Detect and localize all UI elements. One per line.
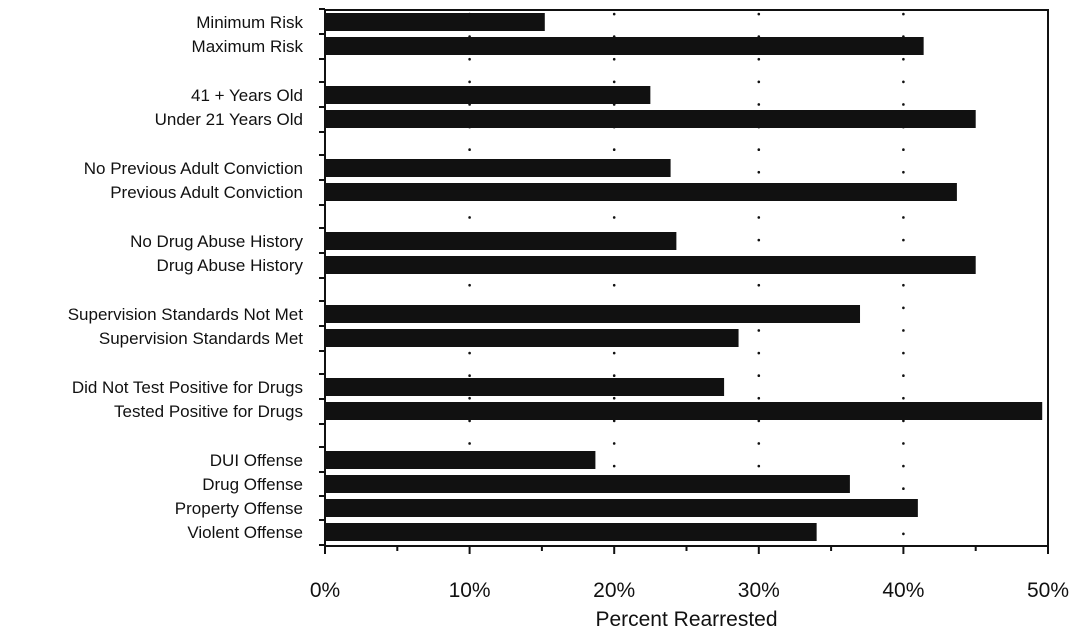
x-tick-label: 20% [593,579,635,602]
category-label: Violent Offense [187,523,303,542]
bar [325,475,850,493]
bar [325,329,739,347]
bar [325,523,817,541]
x-tick-label: 50% [1027,579,1069,602]
bar [325,451,596,469]
category-label: Supervision Standards Not Met [68,305,304,324]
category-label: Previous Adult Conviction [110,183,303,202]
x-tick-label: 10% [449,579,491,602]
category-label: No Previous Adult Conviction [84,159,303,178]
category-label: DUI Offense [210,451,303,470]
x-tick-label: 30% [738,579,780,602]
bar [325,256,976,274]
category-label: Drug Abuse History [157,256,304,275]
bar [325,232,677,250]
category-label: Drug Offense [202,475,303,494]
bar [325,183,957,201]
bar [325,305,861,323]
bar [325,378,725,396]
bar [325,110,976,128]
category-label: Property Offense [175,499,303,518]
category-label: Maximum Risk [192,37,304,56]
category-label: 41 + Years Old [191,86,303,105]
x-axis-title: Percent Rearrested [595,608,777,630]
category-label: Supervision Standards Met [99,329,303,348]
category-label: Did Not Test Positive for Drugs [72,378,303,397]
bar [325,86,651,104]
category-label: No Drug Abuse History [130,232,303,251]
category-label: Minimum Risk [196,13,303,32]
bar [325,499,918,517]
x-tick-label: 40% [882,579,924,602]
category-label: Tested Positive for Drugs [114,402,303,421]
bar [325,13,545,31]
x-tick-label: 0% [310,579,340,602]
bar [325,37,924,55]
bar [325,159,671,177]
category-label: Under 21 Years Old [155,110,303,129]
bar [325,402,1043,420]
